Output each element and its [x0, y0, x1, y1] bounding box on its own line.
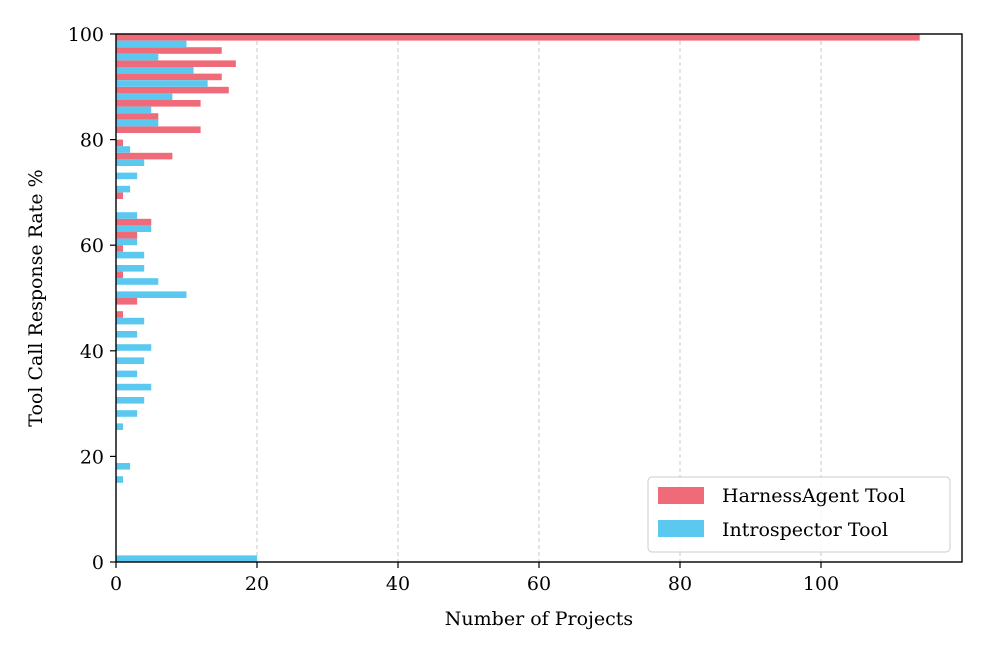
legend-label-harnessagent: HarnessAgent Tool — [722, 485, 905, 507]
ticks: 0 20 40 60 80 100 0 20 40 60 80 100 — [68, 24, 839, 595]
x-axis-title: Number of Projects — [445, 608, 633, 630]
bar-introspector-tool-30 — [116, 397, 145, 404]
legend-box — [647, 476, 951, 553]
bars — [116, 34, 920, 562]
bar-harnessagent-tool-50 — [116, 298, 138, 305]
bar-introspector-tool-85 — [116, 106, 152, 114]
bar-introspector-tool-90 — [116, 80, 208, 87]
bar-introspector-tool-70 — [116, 185, 131, 193]
bar-introspector-tool-87-5 — [116, 93, 173, 100]
y-tick-label-20: 20 — [80, 446, 104, 468]
bar-introspector-tool-0 — [116, 555, 257, 562]
bar-harnessagent-tool-87-5 — [116, 100, 201, 107]
bar-introspector-tool-25 — [116, 423, 124, 430]
bar-introspector-tool-97-5 — [116, 40, 187, 48]
y-tick-label-40: 40 — [80, 341, 104, 363]
bar-introspector-tool-37-5 — [116, 357, 145, 364]
bar-harnessagent-tool-55 — [116, 271, 124, 279]
bar-harnessagent-tool-82-5 — [116, 126, 201, 133]
x-tick-label-100: 100 — [803, 573, 839, 595]
x-tick-label-0: 0 — [110, 573, 122, 595]
legend-swatch-harnessagent — [658, 487, 704, 504]
y-tick-label-60: 60 — [80, 235, 104, 257]
bar-introspector-tool-35 — [116, 370, 138, 378]
x-tick-label-60: 60 — [527, 573, 551, 595]
bar-harnessagent-tool-100 — [116, 34, 920, 41]
bar-introspector-tool-95 — [116, 53, 159, 61]
bar-introspector-tool-72-5 — [116, 172, 138, 180]
bar-harnessagent-tool-47-5 — [116, 311, 124, 318]
legend-label-introspector: Introspector Tool — [722, 519, 888, 541]
bar-introspector-tool-82-5 — [116, 119, 159, 127]
bar-harnessagent-tool-90 — [116, 86, 229, 94]
bar-introspector-tool-32-5 — [116, 383, 152, 391]
y-tick-label-80: 80 — [80, 130, 104, 152]
bar-introspector-tool-65 — [116, 212, 138, 219]
bar-introspector-tool-50 — [116, 291, 187, 298]
bar-harnessagent-tool-65 — [116, 218, 152, 226]
bar-introspector-tool-27-5 — [116, 410, 138, 417]
x-tick-label-80: 80 — [668, 573, 692, 595]
y-tick-label-100: 100 — [68, 24, 104, 46]
bar-introspector-tool-77-5 — [116, 146, 131, 153]
bar-introspector-tool-40 — [116, 344, 152, 351]
bar-introspector-tool-57-5 — [116, 251, 145, 259]
bar-introspector-tool-62-5 — [116, 225, 152, 232]
bar-introspector-tool-15 — [116, 476, 124, 483]
bar-harnessagent-tool-85 — [116, 113, 159, 120]
bar-introspector-tool-17-5 — [116, 463, 131, 470]
gridlines — [256, 34, 822, 562]
x-tick-label-20: 20 — [245, 573, 269, 595]
legend-swatch-introspector — [658, 520, 704, 537]
bar-harnessagent-tool-97-5 — [116, 47, 222, 54]
y-tick-label-0: 0 — [92, 552, 104, 574]
bar-introspector-tool-52-5 — [116, 278, 159, 285]
bar-introspector-tool-45 — [116, 317, 145, 325]
bar-harnessagent-tool-70 — [116, 192, 124, 199]
bar-harnessagent-tool-95 — [116, 60, 236, 67]
bar-harnessagent-tool-80 — [116, 139, 124, 147]
bar-harnessagent-tool-92-5 — [116, 73, 222, 81]
bar-introspector-tool-55 — [116, 265, 145, 272]
bar-introspector-tool-92-5 — [116, 67, 194, 74]
bar-harnessagent-tool-60 — [116, 245, 124, 252]
bar-harnessagent-tool-62-5 — [116, 232, 138, 239]
legend: HarnessAgent Tool Introspector Tool — [647, 476, 951, 553]
bar-introspector-tool-60 — [116, 238, 138, 246]
bar-introspector-tool-75 — [116, 159, 145, 166]
bar-introspector-tool-42-5 — [116, 331, 138, 338]
y-axis-title: Tool Call Response Rate % — [25, 169, 47, 426]
x-tick-label-40: 40 — [386, 573, 410, 595]
bar-harnessagent-tool-77-5 — [116, 152, 173, 160]
